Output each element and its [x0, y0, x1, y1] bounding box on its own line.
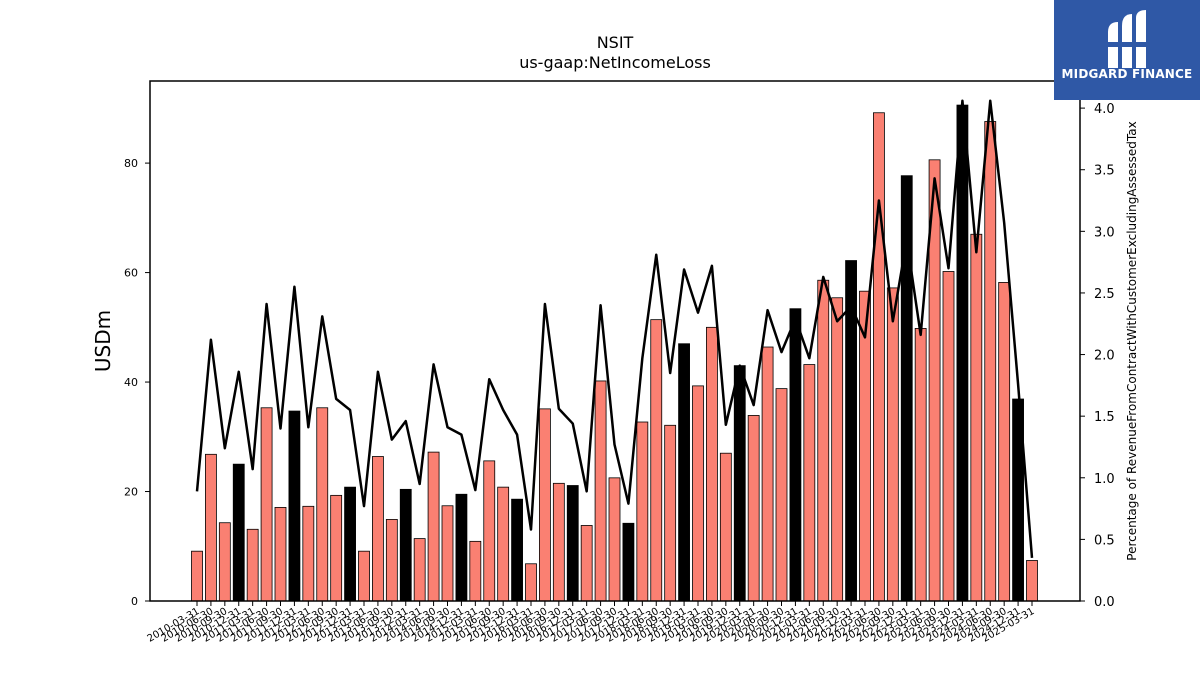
brand-name: MIDGARD FINANCE	[1061, 67, 1193, 81]
bar-2011-12-31	[288, 410, 301, 602]
bar-2024-03-31	[970, 233, 983, 602]
bar-2013-03-31	[358, 550, 370, 602]
y2-tick-label: 3.0	[1094, 225, 1115, 240]
bar-2016-06-30	[539, 408, 551, 602]
bar-2025-03-31	[1026, 560, 1038, 602]
y2-tick-label: 3.5	[1094, 164, 1115, 179]
bar-2017-03-31	[580, 525, 593, 602]
bar-2014-12-31	[455, 493, 468, 602]
bar-2012-03-31	[302, 505, 315, 602]
bar-2023-09-30	[942, 271, 955, 602]
bar-2024-09-30	[998, 282, 1011, 602]
y2-tick-label: 2.5	[1094, 287, 1115, 302]
chart-title: NSIT	[597, 33, 634, 52]
bar-2015-06-30	[483, 460, 496, 602]
y2-tick-label: 1.5	[1094, 410, 1115, 425]
bar-2011-09-30	[274, 506, 287, 602]
bar-2020-09-30	[775, 388, 788, 602]
y2-tick-label: 0.5	[1094, 533, 1115, 548]
y-tick-label: 20	[124, 486, 138, 499]
percentage-line	[195, 99, 1034, 558]
bar-2010-12-31	[232, 463, 245, 602]
bar-2021-03-31	[803, 364, 816, 602]
bar-2013-09-30	[385, 519, 398, 602]
bar-2014-09-30	[441, 505, 454, 602]
bar-2014-06-30	[427, 451, 440, 602]
bar-2022-06-30	[873, 112, 885, 602]
y2-tick-label: 4.0	[1094, 102, 1115, 117]
bar-2012-12-31	[344, 486, 356, 602]
bar-2021-06-30	[817, 279, 830, 602]
bar-2012-06-30	[316, 407, 329, 602]
y-tick-label: 0	[131, 595, 138, 608]
bar-2019-12-31	[733, 365, 746, 602]
y2-tick-label: 0.0	[1094, 595, 1115, 610]
bar-2021-09-30	[831, 297, 844, 602]
bar-2011-06-30	[260, 407, 273, 602]
bar-2020-06-30	[761, 346, 774, 602]
midgard-logo-icon	[1104, 10, 1150, 68]
bar-2010-06-30	[205, 453, 217, 602]
bar-2018-12-31	[678, 343, 690, 602]
axes: 0204060800.00.51.01.52.02.53.03.54.02010…	[124, 80, 1115, 645]
bar-2015-03-31	[469, 540, 482, 602]
bar-series	[191, 104, 1038, 602]
bar-2017-06-30	[594, 380, 607, 602]
bar-2016-09-30	[552, 482, 565, 602]
bar-2012-09-30	[330, 494, 343, 602]
bar-2015-12-31	[511, 498, 523, 602]
chart-subtitle: us-gaap:NetIncomeLoss	[519, 53, 711, 72]
bar-2024-06-30	[984, 121, 997, 602]
bar-2018-03-31	[636, 421, 649, 602]
y-axis-label: USDm	[91, 310, 115, 372]
bar-2022-09-30	[886, 287, 899, 602]
bar-2010-09-30	[218, 522, 231, 602]
y-tick-label: 80	[124, 157, 138, 170]
bar-2016-03-31	[525, 563, 537, 602]
line-series	[195, 99, 1034, 558]
bar-2020-03-31	[747, 415, 760, 602]
bar-2019-03-31	[692, 385, 704, 602]
brand-logo: MIDGARD FINANCE	[1054, 0, 1200, 100]
y-tick-label: 40	[124, 376, 138, 389]
bar-2013-12-31	[399, 488, 412, 602]
bar-2013-06-30	[372, 456, 384, 602]
bar-2019-06-30	[706, 326, 718, 602]
bar-2017-09-30	[608, 477, 621, 602]
y2-axis-label: Percentage of RevenueFromContractWithCus…	[1125, 121, 1139, 560]
bar-2011-03-31	[246, 528, 259, 602]
bar-2014-03-31	[413, 538, 426, 602]
bar-2023-12-31	[956, 104, 969, 602]
bar-2016-12-31	[566, 485, 579, 602]
bar-2018-06-30	[650, 319, 663, 602]
y2-tick-label: 1.0	[1094, 472, 1115, 487]
bar-2020-12-31	[789, 308, 802, 602]
y-tick-label: 60	[124, 267, 138, 280]
bar-2019-09-30	[719, 452, 732, 602]
y2-tick-label: 2.0	[1094, 349, 1115, 364]
bar-2015-09-30	[497, 486, 510, 602]
bar-2023-03-31	[914, 328, 927, 602]
bar-2010-03-31	[191, 550, 203, 602]
bar-2017-12-31	[622, 522, 635, 602]
bar-2018-09-30	[664, 424, 677, 602]
